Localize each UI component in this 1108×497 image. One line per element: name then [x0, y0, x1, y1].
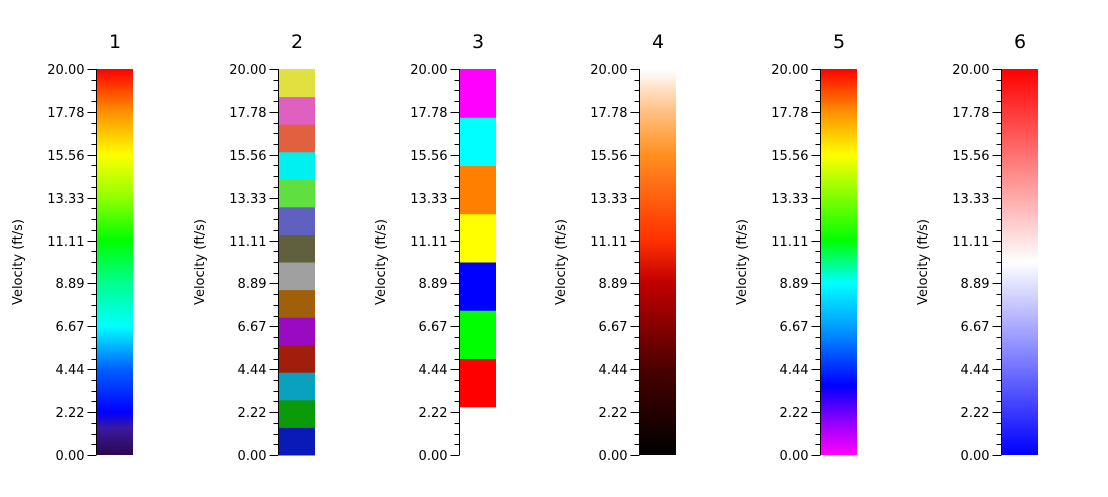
colorbar-3-title: 3	[472, 31, 484, 53]
colorbar-3-tick-label: 11.11	[410, 235, 447, 250]
colorbar-5-tick-label: 2.22	[780, 406, 809, 421]
colorbar-2-tick-label: 8.89	[238, 277, 267, 292]
colorbar-6-tick-label: 13.33	[952, 192, 989, 207]
colorbar-2-tick-label: 2.22	[238, 406, 267, 421]
colorbar-2-segment-10	[279, 179, 315, 208]
colorbar-4-tick-label: 4.44	[599, 363, 628, 378]
colorbar-1-tick-label: 2.22	[56, 406, 85, 421]
colorbar-5-gradient	[821, 69, 857, 455]
colorbar-4-tick-label: 2.22	[599, 406, 628, 421]
colorbar-2-segment-8	[279, 234, 315, 263]
colorbar-1-tick-label: 13.33	[47, 192, 84, 207]
colorbar-3-tick-label: 20.00	[410, 63, 447, 78]
colorbar-4-tick-label: 0.00	[599, 449, 628, 464]
colorbar-3-segment-2	[460, 310, 496, 359]
colorbar-3-tick-label: 13.33	[410, 192, 447, 207]
colorbar-4-tick-label: 15.56	[590, 149, 627, 164]
colorbar-4-axis-label: Velocity (ft/s)	[554, 219, 569, 305]
colorbar-5-tick-label: 15.56	[771, 149, 808, 164]
colorbar-1-tick-label: 15.56	[47, 149, 84, 164]
colorbar-4-title: 4	[652, 31, 664, 53]
colorbar-2-segment-11	[279, 151, 315, 180]
colorbar-3-tick-label: 15.56	[410, 149, 447, 164]
colorbar-1-tick-label: 11.11	[47, 235, 84, 250]
colorbar-2-segment-9	[279, 206, 315, 235]
colorbar-5-tick-label: 11.11	[771, 235, 808, 250]
colorbar-6-tick-label: 6.67	[961, 320, 990, 335]
colorbar-5-tick-label: 20.00	[771, 63, 808, 78]
colorbar-5-tick-label: 4.44	[780, 363, 809, 378]
colorbar-5-tick-label: 8.89	[780, 277, 809, 292]
colorbar-2-segment-7	[279, 262, 315, 291]
colorbar-5-title: 5	[833, 31, 845, 53]
colorbar-3-axis-label: Velocity (ft/s)	[374, 219, 389, 305]
colorbar-3-segment-4	[460, 213, 496, 263]
colorbar-6-tick-label: 20.00	[952, 63, 989, 78]
colorbar-6-tick-label: 17.78	[952, 106, 989, 121]
colorbar-1-gradient	[97, 69, 133, 455]
colorbar-6-tick-label: 15.56	[952, 149, 989, 164]
colorbar-2-tick-label: 15.56	[229, 149, 266, 164]
colorbar-4-tick-label: 13.33	[590, 192, 627, 207]
colorbar-5-tick-label: 13.33	[771, 192, 808, 207]
colorbar-3-segment-5	[460, 165, 496, 215]
colorbar-4-tick-label: 17.78	[590, 106, 627, 121]
colorbar-3-tick-label: 8.89	[419, 277, 448, 292]
colorbar-1-title: 1	[109, 31, 121, 53]
colorbar-3-segment-3	[460, 262, 496, 311]
colorbar-2-segment-2	[279, 399, 315, 428]
colorbar-3-tick-label: 6.67	[419, 320, 448, 335]
colorbar-4-tick-label: 20.00	[590, 63, 627, 78]
colorbar-6-title: 6	[1014, 31, 1026, 53]
colorbar-6-tick-label: 11.11	[952, 235, 989, 250]
colorbar-3-segment-6	[460, 117, 496, 166]
colorbar-6-tick-label: 0.00	[961, 449, 990, 464]
colorbar-6-gradient	[1002, 69, 1038, 455]
colorbar-2-segment-12	[279, 124, 315, 153]
colorbar-5-axis-label: Velocity (ft/s)	[735, 219, 750, 305]
colorbar-2-segment-13	[279, 96, 315, 125]
colorbar-1-tick-label: 0.00	[56, 449, 85, 464]
colorbar-2-tick-label: 17.78	[229, 106, 266, 121]
colorbar-6-tick-label: 2.22	[961, 406, 990, 421]
colorbar-1-axis-label: Velocity (ft/s)	[11, 219, 26, 305]
colorbar-4-tick-label: 8.89	[599, 277, 628, 292]
colorbar-2-axis-label: Velocity (ft/s)	[193, 219, 208, 305]
colorbar-2-tick-label: 0.00	[238, 449, 267, 464]
colorbar-2-segment-6	[279, 289, 315, 318]
colorbar-3-segment-1	[460, 358, 496, 408]
colorbar-2-segment-3	[279, 372, 315, 401]
colorbar-4-tick-label: 11.11	[590, 235, 627, 250]
colorbar-5-tick-label: 6.67	[780, 320, 809, 335]
colorbar-3-tick-label: 2.22	[419, 406, 448, 421]
colorbar-2-tick-label: 6.67	[238, 320, 267, 335]
colorbar-4-tick-label: 6.67	[599, 320, 628, 335]
colorbar-2-segment-5	[279, 317, 315, 346]
colorbar-2-segment-4	[279, 344, 315, 373]
colorbar-6-tick-label: 4.44	[961, 363, 990, 378]
colorbar-3-tick-label: 0.00	[419, 449, 448, 464]
colorbar-3-segment-7	[460, 69, 496, 118]
colorbar-3-tick-label: 17.78	[410, 106, 447, 121]
colorbar-2-tick-label: 20.00	[229, 63, 266, 78]
colorbar-1-tick-label: 6.67	[56, 320, 85, 335]
colorbar-1-tick-label: 4.44	[56, 363, 85, 378]
colorbar-2-tick-label: 13.33	[229, 192, 266, 207]
colorbar-5-tick-label: 17.78	[771, 106, 808, 121]
colorbar-2-tick-label: 4.44	[238, 363, 267, 378]
colorbar-6-tick-label: 8.89	[961, 277, 990, 292]
colorbar-2-tick-label: 11.11	[229, 235, 266, 250]
colorbar-6-axis-label: Velocity (ft/s)	[916, 219, 931, 305]
colorbar-2-segment-14	[279, 69, 315, 98]
colorbar-2-segment-1	[279, 427, 315, 456]
colorbar-4-gradient	[640, 69, 676, 455]
colorbar-5-tick-label: 0.00	[780, 449, 809, 464]
colorbar-1-tick-label: 17.78	[47, 106, 84, 121]
colorbar-1-tick-label: 8.89	[56, 277, 85, 292]
colorbar-2-title: 2	[291, 31, 303, 53]
colorbar-1-tick-label: 20.00	[47, 63, 84, 78]
colorbar-3-tick-label: 4.44	[419, 363, 448, 378]
